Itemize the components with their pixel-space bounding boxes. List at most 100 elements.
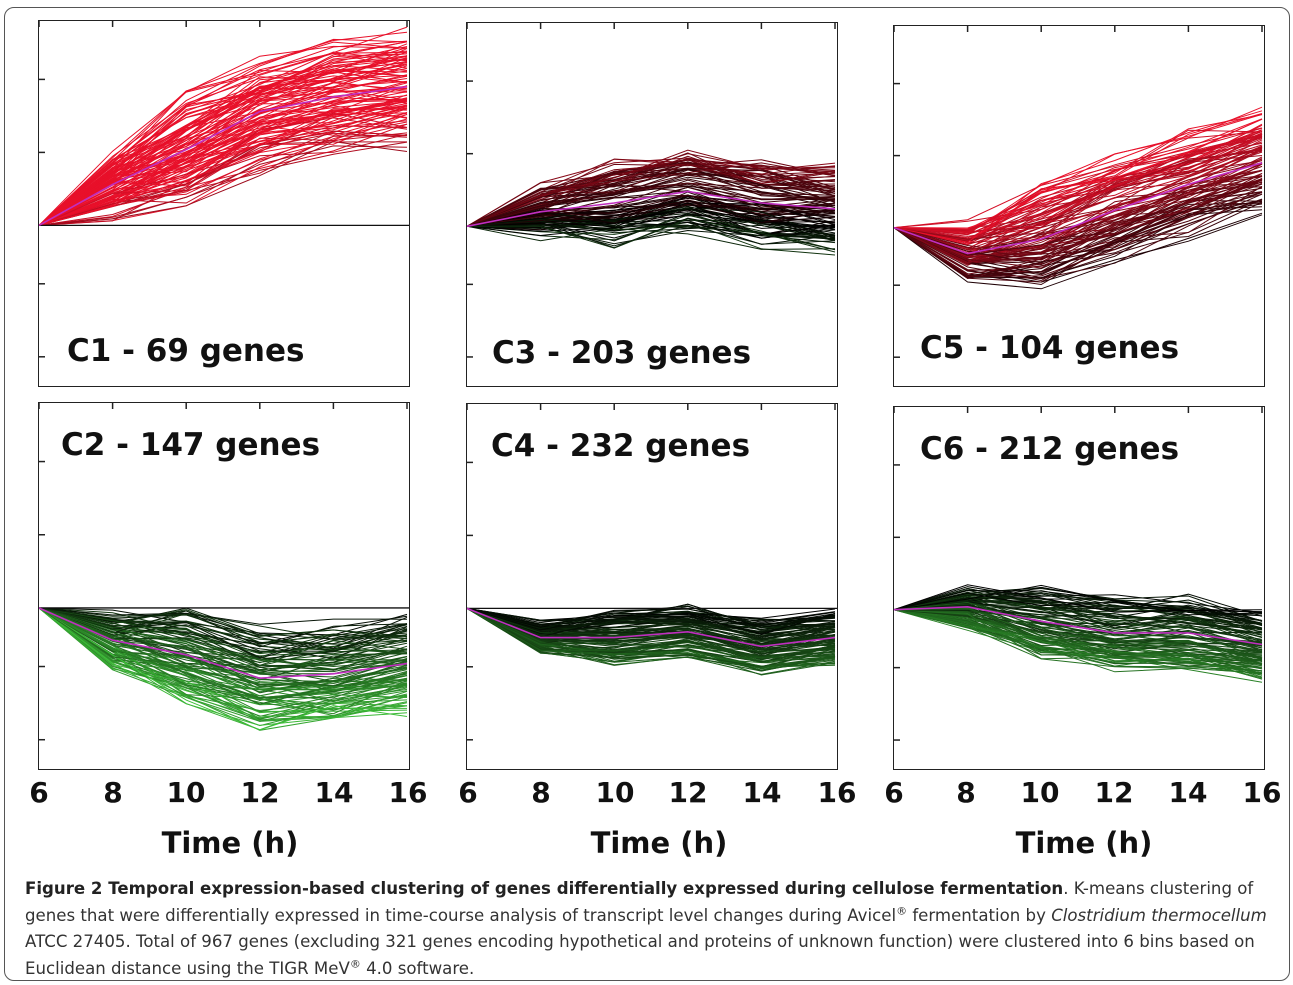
gene-profile-line [39,104,408,226]
panel-c5-plot [894,26,1263,358]
gene-profile-line [894,192,1263,266]
gene-profile-line [894,604,1263,630]
gene-profile-line [894,601,1263,659]
figure-frame [4,7,1290,981]
cluster-mean-line [467,607,836,648]
gene-profile-line [39,607,408,727]
gene-profile-line [467,607,836,668]
gene-profile-line [39,607,408,712]
gene-profile-line [894,595,1263,640]
panel-c1-label: C1 - 69 genes [67,333,305,369]
gene-profile-line [467,153,836,227]
gene-profile-line [39,607,408,683]
gene-profile-line [894,592,1263,616]
gene-profile-line [467,218,836,245]
x-tick: 12 [240,776,280,809]
gene-profile-line [894,178,1263,261]
gene-profile-line [39,40,408,226]
gene-profile-line [894,609,1263,670]
panel-c6-plot [894,407,1263,741]
gene-profile-line [39,51,408,226]
gene-profile-line [894,138,1263,237]
gene-profile-line [894,129,1263,233]
x-ticks-col1: 6 8 10 12 14 16 [0,776,427,816]
gene-profile-line [39,88,408,226]
gene-profile-line [894,185,1263,272]
gene-profile-line [467,159,836,227]
cluster-mean-line [39,85,408,227]
figure-caption: Figure 2 Temporal expression-based clust… [25,876,1283,982]
x-tick: 12 [1094,776,1134,809]
panel-c2: C2 - 147 genes [38,402,410,770]
panel-c2-plot [39,403,409,741]
gene-profile-line [894,160,1263,240]
panel-c1: C1 - 69 genes [38,20,410,387]
gene-profile-line [467,607,836,636]
x-tick: 8 [103,776,123,809]
gene-profile-line [894,607,1263,665]
gene-profile-line [39,607,408,658]
gene-profile-line [39,607,408,650]
gene-profile-line [894,609,1263,665]
gene-profile-line [467,607,836,626]
x-tick: 14 [1168,776,1208,809]
gene-profile-line [894,609,1263,680]
gene-profile-line [894,587,1263,625]
gene-profile-line [894,584,1263,613]
gene-profile-line [39,607,408,717]
x-tick: 8 [531,776,551,809]
caption-text: ATCC 27405. Total of 967 genes (excludin… [25,932,1255,978]
gene-profile-line [894,186,1263,277]
panel-c5: C5 - 104 genes [893,25,1265,387]
gene-profile-line [39,43,408,226]
panel-c3-plot [467,23,836,358]
gene-profile-line [39,120,408,226]
gene-profile-line [467,607,836,663]
caption-text: 4.0 software. [360,958,475,978]
gene-profile-line [39,607,408,693]
gene-profile-line [467,161,836,227]
x-ticks-col3: 6 8 10 12 14 16 [0,776,1281,816]
panel-c6-label: C6 - 212 genes [920,431,1180,467]
gene-profile-line [39,56,408,226]
gene-profile-line [39,108,408,226]
gene-profile-line [39,99,408,226]
panel-c6: C6 - 212 genes [893,406,1265,770]
x-tick: 6 [29,776,49,809]
gene-profile-line [39,135,408,226]
gene-profile-line [467,200,836,227]
caption-species: Clostridium thermocellum [1051,905,1267,925]
gene-profile-line [894,609,1263,683]
gene-profile-line [894,127,1263,235]
gene-profile-line [467,213,836,229]
gene-profile-line [39,607,408,671]
x-tick: 16 [817,776,857,809]
x-tick: 16 [388,776,428,809]
panel-c3: C3 - 203 genes [466,22,838,387]
gene-profile-line [894,193,1263,282]
gene-profile-line [467,162,836,227]
gene-profile-line [467,607,836,662]
registered-mark: ® [349,957,361,971]
gene-profile-line [894,155,1263,251]
gene-profile-line [39,607,408,625]
gene-profile-line [39,145,408,226]
x-ticks-col2: 6 8 10 12 14 16 [0,776,856,816]
gene-profile-line [894,584,1263,613]
cluster-mean-line [39,607,408,680]
gene-profile-line [467,218,836,253]
panel-c1-plot [39,21,409,358]
gene-profile-line [894,600,1263,645]
gene-profile-line [894,187,1263,256]
gene-profile-line [39,607,408,693]
gene-profile-line [39,82,408,226]
gene-profile-line [39,607,408,661]
gene-profile-line [39,607,408,699]
gene-profile-line [467,172,836,227]
gene-profile-line [467,607,836,669]
x-axis-label-col1: Time (h) [161,826,299,860]
caption-text: . K-means clustering of genes that were … [25,879,1254,925]
gene-profile-line [39,80,408,226]
x-tick: 10 [1020,776,1060,809]
gene-profile-line [39,89,408,226]
